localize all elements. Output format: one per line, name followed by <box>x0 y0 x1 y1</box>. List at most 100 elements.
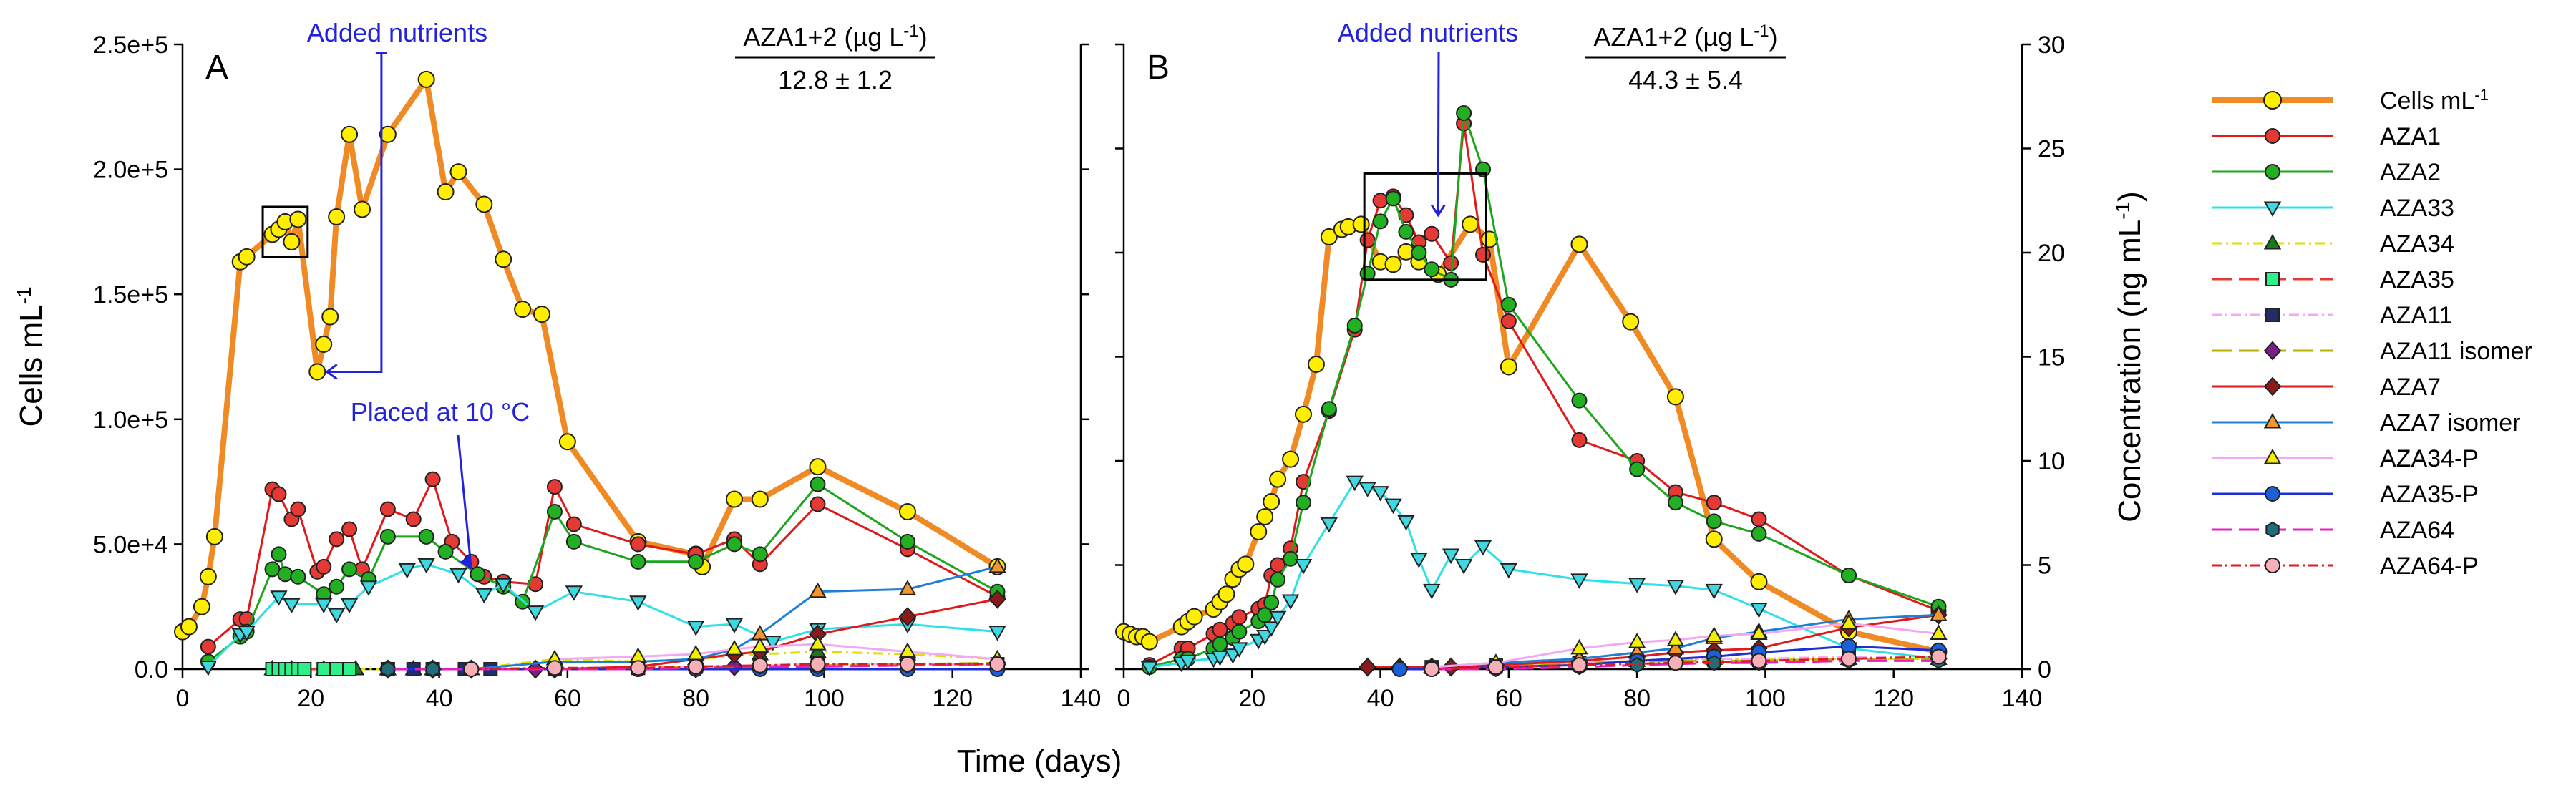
legend-item-cells-ml: Cells mL-1 <box>2212 86 2489 115</box>
panel-b-y-axis-title-suffix: ) <box>2112 191 2147 202</box>
panel-b-y-tick-label: 0 <box>2038 656 2051 683</box>
panel-a-point-aza1 <box>379 501 396 517</box>
panel-a-point-aza1 <box>565 516 582 532</box>
panel-a-line-aza33 <box>207 563 998 668</box>
legend-label-text: AZA7 <box>2380 374 2441 401</box>
panel-a-point-aza64 <box>425 661 440 678</box>
panel-b-point-aza33 <box>1750 603 1768 618</box>
panel-a-point-aza2 <box>470 566 486 583</box>
panel-a-point-cells-ml-1 <box>193 598 210 615</box>
panel-a-point-aza33 <box>686 621 705 636</box>
panel-b-point-aza33 <box>1268 610 1287 627</box>
panel-b-point-aza64-p <box>1424 661 1440 677</box>
panel-a-arrow-temperature-head <box>460 555 472 570</box>
panel-b-point-aza2 <box>1456 105 1472 122</box>
panel-b-series-aza64-p <box>1424 648 1947 677</box>
panel-b-point-aza33 <box>1346 475 1364 492</box>
panel-b-point-aza2 <box>1840 568 1857 584</box>
panel-b-highlight-box <box>1363 172 1487 281</box>
panel-a-point-aza33 <box>199 661 218 676</box>
panel-a-x-tick-label: 140 <box>1061 685 1102 712</box>
panel-a-point-aza33 <box>449 568 467 584</box>
legend-item-aza7: AZA7 <box>2212 374 2441 401</box>
panel-b-point-cells-ml-1 <box>1250 522 1268 540</box>
panel-b-point-aza2 <box>1411 245 1427 261</box>
panel-b-point-aza2 <box>1500 296 1517 313</box>
legend-item-aza11-isomer: AZA11 isomer <box>2212 338 2532 365</box>
panel-b-point-cells-ml-1 <box>1269 470 1287 488</box>
panel-b-point-cells-ml-1 <box>1384 256 1402 273</box>
panel-b-point-aza64 <box>1630 657 1644 673</box>
legend-marker-aza35-p <box>2265 486 2280 502</box>
panel-a-point-aza2 <box>418 528 434 545</box>
panel-b-point-cells-ml-1 <box>1185 608 1203 626</box>
panel-a-point-aza2 <box>329 578 345 595</box>
panel-b-point-aza33 <box>1500 563 1518 579</box>
panel-b-point-aza33 <box>1666 580 1685 595</box>
panel-a-point-aza33 <box>526 605 545 621</box>
panel-a-point-aza2 <box>277 566 293 583</box>
panel-a-point-cells-ml-1 <box>354 200 371 218</box>
panel-b-point-aza33 <box>1570 573 1588 589</box>
panel-b-point-cells-ml-1 <box>1263 493 1280 511</box>
panel-a-annotation-nutrients: Added nutrients <box>307 18 487 47</box>
legend-label-sup: -1 <box>2474 86 2489 104</box>
legend-item-aza64-p: AZA64-P <box>2212 553 2479 580</box>
legend-item-aza2: AZA2 <box>2212 159 2441 186</box>
legend-label-aza7-isomer: AZA7 isomer <box>2380 409 2521 437</box>
legend-marker-aza11 <box>2265 308 2280 322</box>
panel-a-point-aza33 <box>398 563 416 579</box>
panel-a-point-aza1 <box>341 521 358 537</box>
panel-a-line-aza64 <box>387 663 998 671</box>
panel-a-point-cells-ml-1 <box>199 568 217 585</box>
panel-a-y-tick-label: 2.5e+5 <box>93 31 168 59</box>
panel-b-point-aza2 <box>1359 266 1376 282</box>
legend-label-cells-ml: Cells mL-1 <box>2380 86 2489 115</box>
panel-b-point-aza1 <box>1424 225 1440 242</box>
panel-a-point-aza2 <box>379 528 396 545</box>
legend-marker-aza34 <box>2263 233 2282 250</box>
panel-a-point-aza7-isomer <box>898 580 917 595</box>
panel-a-point-aza64-p <box>630 660 646 676</box>
legend-marker-aza7-isomer <box>2263 412 2282 429</box>
panel-a-x-tick-label: 40 <box>426 685 453 712</box>
legend-label-text: AZA64 <box>2380 517 2454 544</box>
legend-label-text: AZA33 <box>2380 195 2454 222</box>
panel-b-point-aza2 <box>1398 223 1414 240</box>
panel-b-point-aza33 <box>1179 654 1197 671</box>
panel-b-point-cells-ml-1 <box>1462 215 1479 233</box>
panel-a-highlight-box <box>261 205 309 258</box>
panel-b-point-aza64-p <box>1751 653 1767 669</box>
panel-b-point-cells-ml-1 <box>1307 355 1325 373</box>
panel-a-point-aza2 <box>752 546 768 563</box>
panel-b: 0 20 40 60 80 100 120 140051015202530Concentrat… <box>1115 18 2147 712</box>
panel-a-point-aza33 <box>725 618 744 634</box>
panel-a-point-aza33 <box>764 636 782 651</box>
panel-b-arrow-nutrients <box>1437 51 1440 215</box>
panel-a-point-aza2 <box>726 536 742 553</box>
panel-b-point-aza34-p <box>1570 638 1588 655</box>
panel-a-point-aza1 <box>810 496 826 512</box>
panel-b-point-aza33 <box>1371 486 1389 502</box>
panel-a-point-aza11-isomer <box>725 657 744 676</box>
panel-b-annotation-nutrients: Added nutrients <box>1338 18 1518 47</box>
panel-b-point-aza33 <box>1705 583 1723 600</box>
panel-a-point-cells-ml-1 <box>328 208 346 225</box>
legend-label-aza34: AZA34 <box>2380 230 2454 258</box>
panel-a-point-cells-ml-1 <box>289 210 307 228</box>
panel-b-point-aza1 <box>1500 313 1517 330</box>
legend: Cells mL-1 AZA1 AZA2 AZA33 AZA34 AZA35 AZA11 AZ… <box>2212 86 2532 580</box>
panel-b-point-aza1 <box>1359 232 1376 248</box>
panel-a-point-aza64-p <box>752 657 768 673</box>
panel-a-series-aza64-p <box>463 656 1006 677</box>
panel-b-point-aza1 <box>1212 621 1228 638</box>
legend-marker-aza35 <box>2265 272 2280 286</box>
panel-b-x-tick-label: 40 <box>1367 685 1394 712</box>
panel-a-point-aza34-p <box>725 640 744 656</box>
panel-a-toxin-label: AZA1+2 (µg L-1) <box>743 21 927 52</box>
panel-a-y-axis-title: Cells mL-1 <box>13 286 49 427</box>
panel-a-point-aza33 <box>314 598 333 614</box>
panel-a-point-cells-ml-1 <box>308 363 326 381</box>
panel-a-point-cells-ml-1 <box>283 233 301 250</box>
panel-a-point-aza33 <box>417 558 435 574</box>
